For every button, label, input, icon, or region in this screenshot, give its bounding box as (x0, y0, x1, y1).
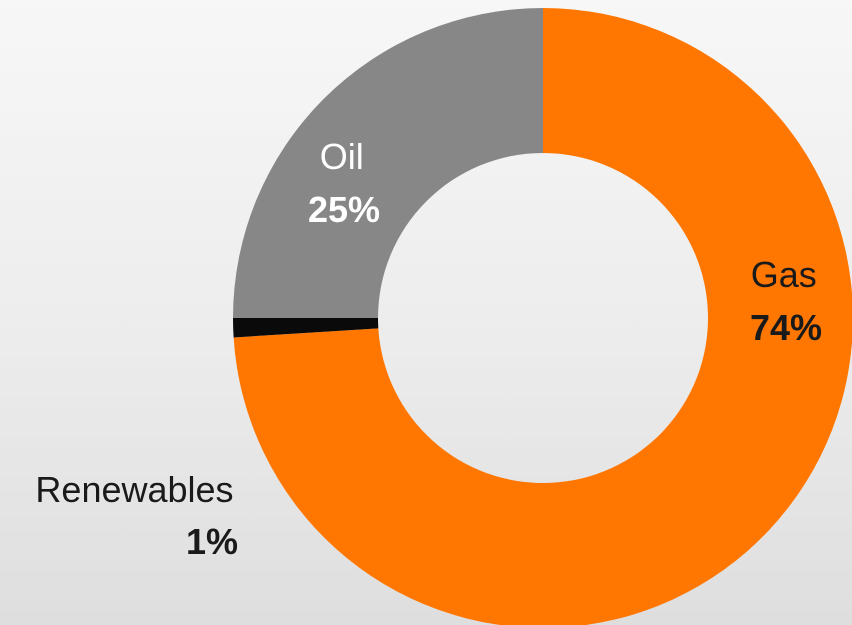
donut-slices (233, 8, 852, 625)
slice-label-renewables: Renewables 1% (35, 469, 238, 562)
slice-label-renewables-name: Renewables (35, 469, 233, 510)
slice-label-oil-value: 25% (308, 189, 380, 230)
slice-label-oil-name: Oil (320, 136, 364, 177)
slice-gas (233, 8, 852, 625)
slice-label-gas-name: Gas (751, 254, 817, 295)
slice-label-renewables-value: 1% (186, 521, 238, 562)
slice-label-gas-value: 74% (750, 307, 822, 348)
slice-labels: Gas 74% Renewables 1% Oil 25% (35, 136, 822, 562)
slice-label-gas: Gas 74% (750, 254, 822, 348)
slice-renewables (233, 318, 379, 338)
slice-label-oil: Oil 25% (308, 136, 380, 230)
slice-oil (233, 8, 543, 318)
